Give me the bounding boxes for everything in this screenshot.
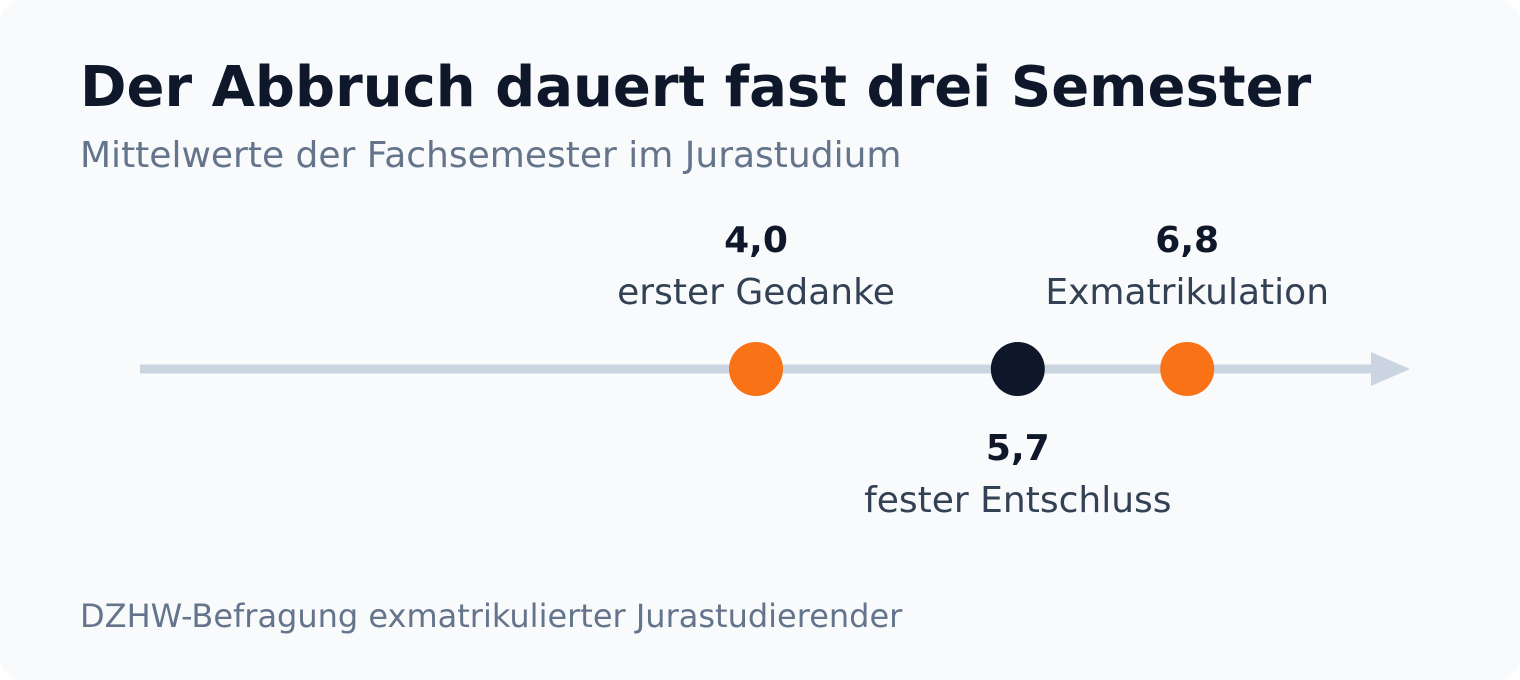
timeline-point bbox=[729, 342, 783, 396]
point-event-label: Exmatrikulation bbox=[1045, 272, 1329, 313]
point-value-label: 5,7 bbox=[986, 428, 1050, 469]
point-event-label: erster Gedanke bbox=[617, 272, 895, 313]
timeline-point-group: 5,7 fester Entschluss bbox=[864, 342, 1172, 521]
point-value-label: 6,8 bbox=[1155, 220, 1219, 261]
chart-subtitle: Mittelwerte der Fachsemester im Jurastud… bbox=[80, 135, 902, 176]
chart-source: DZHW-Befragung exmatrikulierter Jurastud… bbox=[80, 597, 903, 635]
timeline-point bbox=[1160, 342, 1215, 396]
point-value-label: 4,0 bbox=[724, 220, 788, 261]
axis-arrowhead bbox=[1371, 352, 1410, 386]
chart-title: Der Abbruch dauert fast drei Semester bbox=[80, 55, 1312, 120]
timeline-point-group: 4,0 erster Gedanke bbox=[617, 220, 895, 396]
point-event-label: fester Entschluss bbox=[864, 480, 1171, 521]
timeline-point-group: 6,8 Exmatrikulation bbox=[1045, 220, 1329, 396]
timeline-points: 4,0 erster Gedanke 5,7 fester Entschluss 6,8… bbox=[617, 220, 1329, 521]
timeline-point bbox=[990, 342, 1045, 396]
